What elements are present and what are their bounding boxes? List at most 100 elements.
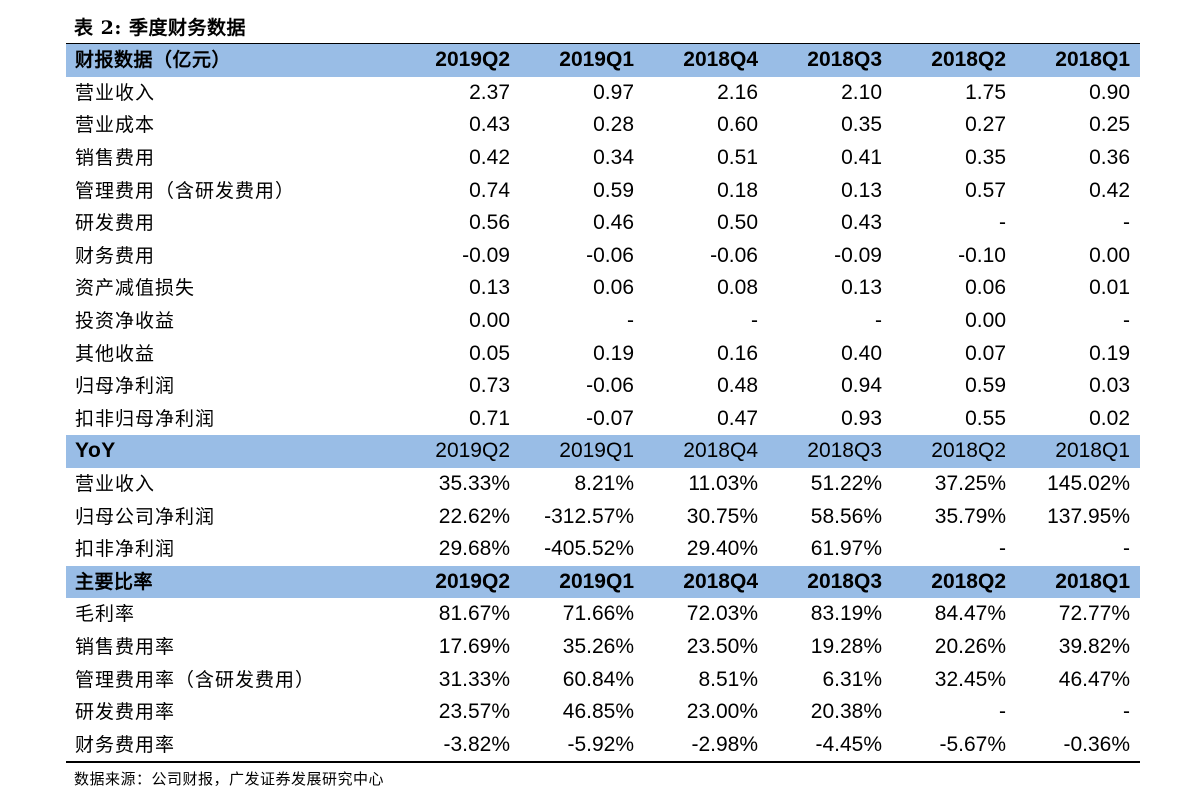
value-cell: 0.47 <box>717 406 758 430</box>
row-label: 研发费用 <box>75 212 156 235</box>
value-cell: 0.19 <box>1089 341 1130 365</box>
value-cell: -0.09 <box>834 243 882 267</box>
quarterly-financial-table: 财报数据（亿元） 2019Q2 2019Q1 2018Q4 2018Q3 2018Q2 20… <box>66 44 1140 761</box>
value-cell: 0.42 <box>1089 178 1130 202</box>
period-header-cell: 2019Q1 <box>520 44 644 77</box>
value-cell: -0.10 <box>958 243 1006 267</box>
value-cell: 0.35 <box>965 146 1006 170</box>
period-header-cell: 2018Q3 <box>768 435 892 468</box>
value-cell: 0.51 <box>717 146 758 170</box>
value-cell: 0.00 <box>1089 243 1130 267</box>
table-row: 资产减值损失 0.13 0.06 0.08 0.13 0.06 0.01 <box>66 272 1140 305</box>
value-cell: 0.18 <box>717 178 758 202</box>
row-label: 扣非净利润 <box>75 538 176 561</box>
value-cell: 0.41 <box>841 146 882 170</box>
table-row: 研发费用率 23.57% 46.85% 23.00% 20.38% - - <box>66 696 1140 729</box>
value-cell: 0.13 <box>469 276 510 300</box>
table-row: 归母净利润 0.73 -0.06 0.48 0.94 0.59 0.03 <box>66 370 1140 403</box>
row-label: 归母公司净利润 <box>75 505 216 528</box>
value-cell: 17.69% <box>438 634 510 658</box>
section-header-label: 财报数据（亿元） <box>66 44 396 77</box>
row-label: 扣非归母净利润 <box>75 407 216 430</box>
period-header-cell: 2019Q1 <box>520 435 644 468</box>
value-cell: 0.25 <box>1089 113 1130 137</box>
value-cell: 0.36 <box>1089 146 1130 170</box>
value-cell: 0.35 <box>841 113 882 137</box>
value-cell: 39.82% <box>1058 634 1130 658</box>
value-cell: 0.56 <box>469 211 510 235</box>
value-cell: - <box>1123 309 1130 333</box>
period-header-cell: 2018Q1 <box>1016 44 1140 77</box>
row-label: 研发费用率 <box>75 701 176 724</box>
value-cell: 0.60 <box>717 113 758 137</box>
section-header-row: YoY 2019Q2 2019Q1 2018Q4 2018Q3 2018Q2 2018Q1 <box>66 435 1140 468</box>
period-header-cell: 2018Q1 <box>1016 435 1140 468</box>
table-row: 营业收入 2.37 0.97 2.16 2.10 1.75 0.90 <box>66 77 1140 110</box>
period-header-cell: 2018Q2 <box>892 44 1016 77</box>
table-row: 扣非归母净利润 0.71 -0.07 0.47 0.93 0.55 0.02 <box>66 403 1140 436</box>
value-cell: 0.40 <box>841 341 882 365</box>
value-cell: 0.13 <box>841 276 882 300</box>
value-cell: 51.22% <box>810 472 882 496</box>
value-cell: 46.47% <box>1058 667 1130 691</box>
value-cell: 0.57 <box>965 178 1006 202</box>
value-cell: 8.21% <box>574 472 634 496</box>
value-cell: -4.45% <box>815 732 882 756</box>
value-cell: 0.93 <box>841 406 882 430</box>
row-label: 财务费用 <box>75 244 156 267</box>
table-row: 研发费用 0.56 0.46 0.50 0.43 - - <box>66 207 1140 240</box>
table-title: 表 2: 季度财务数据 <box>74 17 246 39</box>
value-cell: -312.57% <box>544 504 634 528</box>
value-cell: -0.36% <box>1063 732 1130 756</box>
value-cell: 2.37 <box>469 80 510 104</box>
value-cell: 23.00% <box>686 700 758 724</box>
value-cell: 0.19 <box>593 341 634 365</box>
value-cell: 0.16 <box>717 341 758 365</box>
value-cell: 6.31% <box>822 667 882 691</box>
value-cell: 2.16 <box>717 80 758 104</box>
value-cell: 29.40% <box>686 537 758 561</box>
table-row: 营业收入 35.33% 8.21% 11.03% 51.22% 37.25% 145.02% <box>66 468 1140 501</box>
value-cell: 0.43 <box>469 113 510 137</box>
table-row: 销售费用 0.42 0.34 0.51 0.41 0.35 0.36 <box>66 142 1140 175</box>
value-cell: - <box>627 309 634 333</box>
value-cell: 0.00 <box>469 309 510 333</box>
value-cell: 29.68% <box>438 537 510 561</box>
value-cell: 0.55 <box>965 406 1006 430</box>
value-cell: -0.06 <box>710 243 758 267</box>
row-label: 销售费用率 <box>75 635 176 658</box>
table-body: 财报数据（亿元） 2019Q2 2019Q1 2018Q4 2018Q3 2018Q2 20… <box>66 44 1140 761</box>
section-header-row: 主要比率 2019Q2 2019Q1 2018Q4 2018Q3 2018Q2 2018Q1 <box>66 565 1140 599</box>
table-row: 销售费用率 17.69% 35.26% 23.50% 19.28% 20.26% 39.82… <box>66 631 1140 664</box>
value-cell: -0.07 <box>586 406 634 430</box>
row-label: 销售费用 <box>75 147 156 170</box>
period-header-cell: 2018Q4 <box>644 44 768 77</box>
value-cell: -2.98% <box>691 732 758 756</box>
value-cell: 0.28 <box>593 113 634 137</box>
value-cell: 72.77% <box>1058 602 1130 626</box>
value-cell: 37.25% <box>934 472 1006 496</box>
row-label: 资产减值损失 <box>75 277 196 300</box>
row-label: 管理费用率（含研发费用） <box>75 668 316 691</box>
table-row: 管理费用率（含研发费用） 31.33% 60.84% 8.51% 6.31% 32.45%… <box>66 663 1140 696</box>
value-cell: 0.05 <box>469 341 510 365</box>
value-cell: 0.50 <box>717 211 758 235</box>
value-cell: 0.06 <box>965 276 1006 300</box>
value-cell: 0.59 <box>593 178 634 202</box>
row-label: 营业收入 <box>75 81 156 104</box>
value-cell: 81.67% <box>438 602 510 626</box>
value-cell: 72.03% <box>686 602 758 626</box>
period-header-cell: 2018Q4 <box>644 435 768 468</box>
value-cell: 0.01 <box>1089 276 1130 300</box>
value-cell: -0.09 <box>462 243 510 267</box>
value-cell: 35.79% <box>934 504 1006 528</box>
row-label: 财务费用率 <box>75 733 176 756</box>
row-label: 归母净利润 <box>75 375 176 398</box>
value-cell: 20.26% <box>934 634 1006 658</box>
value-cell: -3.82% <box>443 732 510 756</box>
value-cell: 0.74 <box>469 178 510 202</box>
period-header-cell: 2018Q2 <box>892 565 1016 599</box>
table-row: 其他收益 0.05 0.19 0.16 0.40 0.07 0.19 <box>66 337 1140 370</box>
row-label: 毛利率 <box>75 603 136 626</box>
value-cell: 30.75% <box>686 504 758 528</box>
